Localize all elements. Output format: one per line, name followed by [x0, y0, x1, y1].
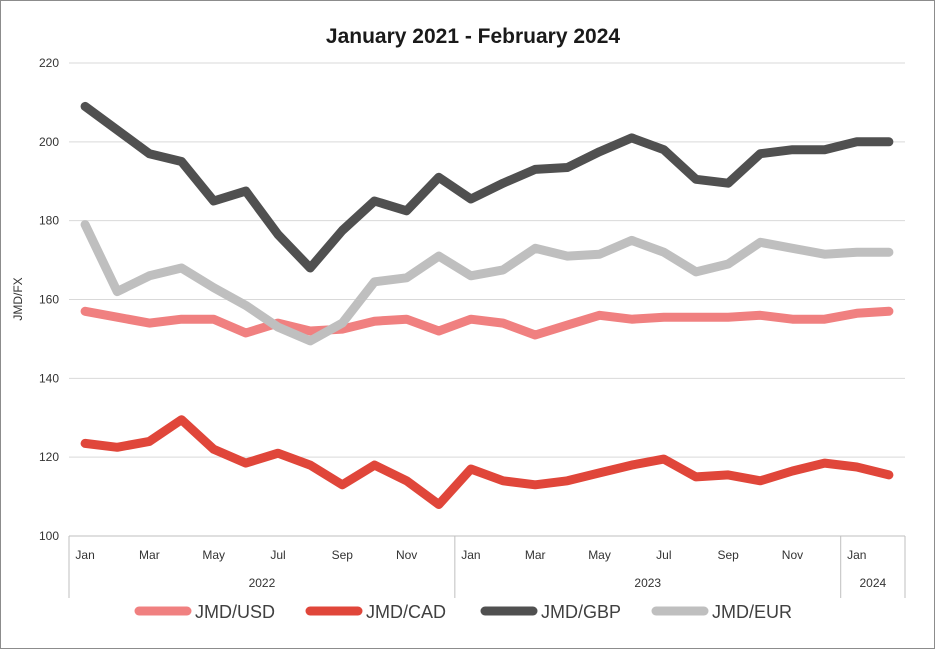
x-tick-label: Jan [461, 548, 480, 562]
y-tick-label: 120 [39, 450, 59, 464]
x-tick-label: Jan [847, 548, 866, 562]
series-line-jmd-cad [80, 415, 894, 509]
y-axis-label: JMD/FX [11, 277, 25, 320]
y-tick-label: 220 [39, 56, 59, 70]
x-tick-label: Nov [782, 548, 803, 562]
series-line-jmd-gbp [80, 101, 894, 273]
x-tick-label: Jul [656, 548, 671, 562]
x-tick-label: Jan [75, 548, 94, 562]
x-axis-year-label: 2024 [859, 576, 886, 590]
legend-label: JMD/CAD [366, 602, 446, 622]
x-axis-year-label: 2023 [634, 576, 661, 590]
x-axis-year-label: 2022 [249, 576, 276, 590]
y-tick-label: 200 [39, 135, 59, 149]
y-tick-label: 100 [39, 529, 59, 543]
legend-label: JMD/USD [195, 602, 275, 622]
gridlines [69, 62, 905, 458]
y-tick-label: 140 [39, 371, 59, 385]
x-tick-label: May [588, 548, 611, 562]
x-tick-label: Sep [717, 548, 739, 562]
legend-label: JMD/EUR [712, 602, 792, 622]
y-tick-label: 180 [39, 214, 59, 228]
x-tick-label: Mar [525, 548, 546, 562]
x-tick-label: Sep [332, 548, 354, 562]
x-tick-label: Jul [270, 548, 285, 562]
axes: 100 120 140 160 180 200 220 2022 2023 2024 Jan Mar M… [39, 56, 906, 598]
legend-label: JMD/GBP [541, 602, 621, 622]
series-line-jmd-usd [80, 306, 894, 340]
series-lines [80, 101, 894, 509]
y-tick-label: 160 [39, 293, 59, 307]
series-line-jmd-eur [80, 220, 894, 346]
chart-title: January 2021 - February 2024 [326, 25, 620, 48]
legend: JMD/USD JMD/CAD JMD/GBP JMD/EUR [134, 602, 792, 622]
x-tick-label: May [202, 548, 225, 562]
x-tick-label: Mar [139, 548, 160, 562]
x-tick-label: Nov [396, 548, 417, 562]
